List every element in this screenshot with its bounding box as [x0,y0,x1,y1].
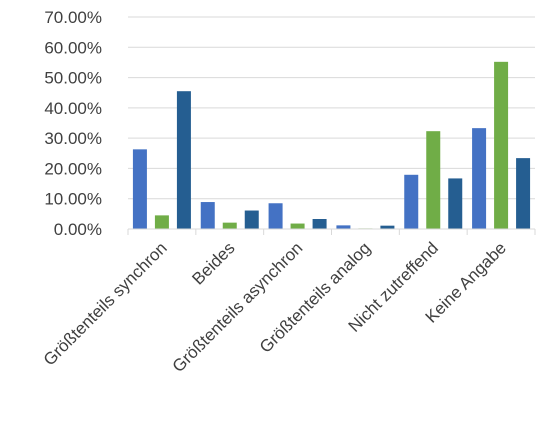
y-tick-label: 30.00% [44,129,102,148]
y-tick-label: 20.00% [44,159,102,178]
y-tick-label: 0.00% [54,220,102,239]
bar-series-1 [336,225,351,229]
y-tick-label: 60.00% [44,38,102,57]
bar-series-3 [244,210,259,229]
x-category-label: Größtenteils analog [256,238,374,356]
x-axis [127,228,536,235]
bar-series-2 [222,222,237,229]
bar-series-1 [132,149,147,229]
bars [132,61,531,229]
x-category-label: Größtenteils asynchron [169,238,307,376]
x-axis-category-labels: Größtenteils synchron BeidesGrößtenteils … [40,238,510,376]
bar-series-1 [472,128,487,229]
y-tick-label: 40.00% [44,99,102,118]
x-category-label: Beides [188,238,238,288]
x-category-label: Größtenteils synchron [40,238,171,369]
bar-series-3 [176,91,191,229]
y-tick-label: 70.00% [44,8,102,27]
bar-series-2 [494,61,509,229]
bar-series-1 [404,174,419,229]
bar-series-2 [154,215,169,229]
bar-series-2 [290,223,305,229]
y-tick-label: 50.00% [44,69,102,88]
bar-series-3 [516,158,531,229]
y-tick-label: 10.00% [44,190,102,209]
gridlines [128,16,535,200]
bar-series-1 [200,202,215,229]
bar-series-2 [426,131,441,229]
bar-series-3 [448,178,463,229]
bar-series-3 [380,225,395,229]
bar-series-1 [268,203,283,229]
y-axis-ticks: 0.00% 10.00% 20.00% 30.00% 40.00% 50.00% 60.00… [44,8,102,239]
bar-series-3 [312,219,327,229]
